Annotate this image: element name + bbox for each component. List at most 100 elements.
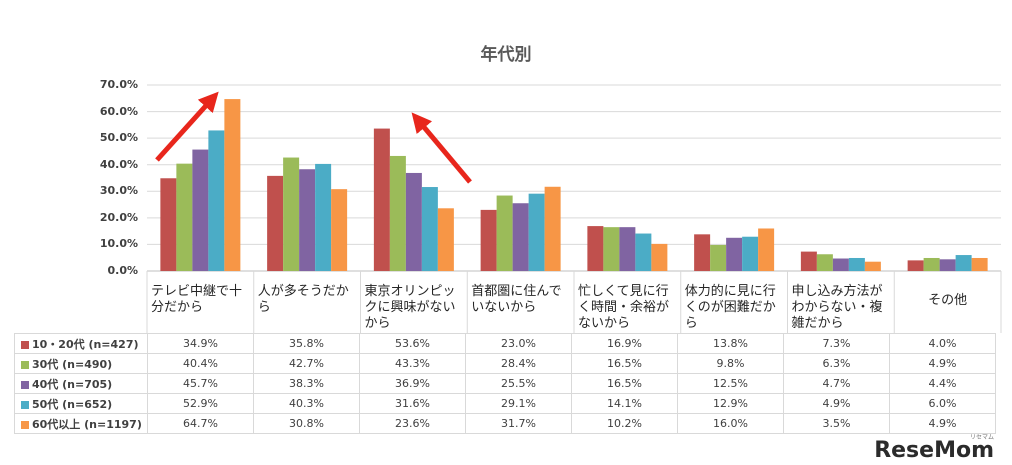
- series-name: 10・20代 (n=427): [32, 337, 139, 351]
- series-name: 60代以上 (n=1197): [32, 417, 142, 431]
- legend-swatch: [21, 360, 29, 369]
- y-tick-label: 20.0%: [99, 210, 138, 224]
- data-label: 40.4%: [147, 353, 254, 374]
- data-label: 25.5%: [465, 373, 572, 394]
- resemom-watermark: ReseMom リセマム: [874, 434, 994, 463]
- category-label: その他: [928, 293, 968, 308]
- data-label: 53.6%: [359, 333, 466, 354]
- bar: [758, 228, 775, 271]
- bar: [267, 175, 284, 271]
- category-label: 首都圏に住んでいないから: [471, 284, 562, 315]
- bar: [907, 260, 924, 271]
- bar: [742, 236, 759, 271]
- bar: [971, 257, 988, 271]
- data-label: 40.3%: [253, 393, 360, 414]
- bar: [299, 169, 316, 271]
- data-label: 35.8%: [253, 333, 360, 354]
- bar: [619, 227, 636, 271]
- data-label: 43.3%: [359, 353, 466, 374]
- data-label: 45.7%: [147, 373, 254, 394]
- data-label: 4.9%: [783, 393, 890, 414]
- data-label: 23.0%: [465, 333, 572, 354]
- series-name-cell: 50代 (n=652): [14, 393, 148, 414]
- data-label: 9.8%: [677, 353, 784, 374]
- chart-title: 年代別: [480, 45, 532, 65]
- data-label: 6.0%: [889, 393, 996, 414]
- data-label: 4.9%: [889, 413, 996, 434]
- bar: [512, 203, 529, 271]
- legend-swatch: [21, 340, 29, 349]
- series-name-cell: 60代以上 (n=1197): [14, 413, 148, 434]
- bar: [480, 209, 497, 271]
- bar: [651, 243, 668, 271]
- watermark-text: ReseMom: [874, 438, 994, 463]
- bar: [176, 163, 193, 271]
- category-label: 東京オリンピックに興味がないから: [364, 284, 456, 331]
- category-label: 人が多そうだから: [257, 284, 349, 315]
- data-label: 52.9%: [147, 393, 254, 414]
- bar: [816, 254, 833, 271]
- data-label: 16.9%: [571, 333, 678, 354]
- data-label: 31.6%: [359, 393, 466, 414]
- y-tick-label: 50.0%: [99, 131, 138, 145]
- bar: [832, 258, 849, 271]
- series-name: 40代 (n=705): [32, 377, 113, 391]
- data-label: 29.1%: [465, 393, 572, 414]
- data-label: 16.5%: [571, 373, 678, 394]
- data-label: 28.4%: [465, 353, 572, 374]
- bar: [864, 261, 881, 271]
- series-name-cell: 10・20代 (n=427): [14, 333, 148, 354]
- legend-swatch: [21, 400, 29, 409]
- bar: [389, 155, 406, 271]
- bar: [331, 189, 348, 271]
- data-label: 64.7%: [147, 413, 254, 434]
- red-arrow: [411, 112, 472, 184]
- y-tick-label: 40.0%: [99, 157, 138, 171]
- category-label: 忙しくて見に行く時間・余裕がないから: [578, 284, 670, 331]
- category-label: 体力的に見に行くのが困難だから: [684, 284, 776, 331]
- legend-swatch: [21, 380, 29, 389]
- series-name: 50代 (n=652): [32, 397, 113, 411]
- bar: [694, 234, 711, 271]
- red-arrow: [155, 91, 219, 162]
- data-label: 10.2%: [571, 413, 678, 434]
- data-label: 4.4%: [889, 373, 996, 394]
- table-row: 50代 (n=652) 52.9% 40.3% 31.6% 29.1% 14.1% 12.9…: [14, 393, 996, 414]
- bar: [587, 226, 604, 271]
- data-label: 42.7%: [253, 353, 360, 374]
- bar: [726, 237, 743, 271]
- table-row: 10・20代 (n=427) 34.9% 35.8% 53.6% 23.0% 16.9% 1…: [14, 333, 996, 354]
- table-row: 30代 (n=490) 40.4% 42.7% 43.3% 28.4% 16.5% 9.8%…: [14, 353, 996, 374]
- y-tick-label: 30.0%: [99, 184, 138, 198]
- bar: [528, 193, 545, 271]
- data-label: 38.3%: [253, 373, 360, 394]
- bar: [192, 149, 209, 271]
- bar: [955, 255, 972, 271]
- legend-swatch: [21, 420, 29, 429]
- bar: [710, 244, 727, 271]
- table-row: 60代以上 (n=1197) 64.7% 30.8% 23.6% 31.7% 10.2% 1…: [14, 413, 996, 434]
- bar: [923, 257, 940, 271]
- bar: [373, 128, 390, 271]
- bar: [496, 195, 513, 271]
- series-name-cell: 40代 (n=705): [14, 373, 148, 394]
- bar: [939, 259, 956, 271]
- data-label: 36.9%: [359, 373, 466, 394]
- category-label: 申し込み方法がわからない・複雑だから: [791, 284, 883, 331]
- y-tick-label: 0.0%: [107, 264, 138, 277]
- bar: [800, 251, 817, 271]
- data-label: 3.5%: [783, 413, 890, 434]
- bar: [283, 157, 300, 271]
- bar: [544, 186, 561, 271]
- data-label: 13.8%: [677, 333, 784, 354]
- series-name-cell: 30代 (n=490): [14, 353, 148, 374]
- data-label: 23.6%: [359, 413, 466, 434]
- data-label: 14.1%: [571, 393, 678, 414]
- data-table: 10・20代 (n=427) 34.9% 35.8% 53.6% 23.0% 16.9% 1…: [14, 333, 996, 434]
- data-label: 30.8%: [253, 413, 360, 434]
- data-label: 31.7%: [465, 413, 572, 434]
- series-name: 30代 (n=490): [32, 357, 113, 371]
- bar: [405, 172, 422, 271]
